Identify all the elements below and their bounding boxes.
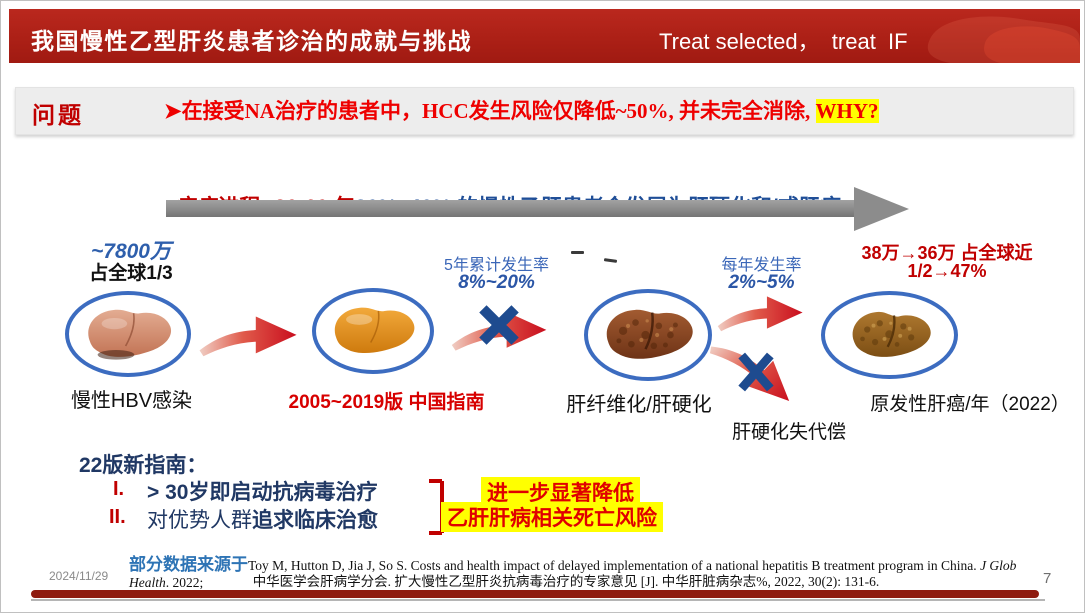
cancer-liver-image <box>852 311 931 357</box>
problem-statement: ➤在接受NA治疗的患者中，HCC发生风险仅降低~50%, 并未完全消除, WHY… <box>164 95 879 125</box>
healthy-liver-image <box>88 309 172 360</box>
dash-artifact <box>603 258 618 263</box>
node-guideline-caption: 2005~2019版 中国指南 <box>288 392 485 413</box>
cirrhotic-liver-image <box>606 309 693 359</box>
timeline-arrow-body <box>166 200 856 217</box>
guideline-item-1-text: > 30岁即启动抗病毒治疗 <box>147 481 378 504</box>
node-cirrhosis <box>584 289 712 381</box>
benefit-highlight-line2: 乙肝肝病相关死亡风险 <box>441 502 663 532</box>
five-year-rate-label: 5年累计发生率 <box>444 257 549 274</box>
slide-title: 我国慢性乙型肝炎患者诊治的成就与挑战 <box>31 28 472 54</box>
fatty-liver-image <box>334 307 415 354</box>
cancer-global-share: 1/2→47% <box>907 261 987 281</box>
hbv-global-share: 占全球1/3 <box>89 263 173 284</box>
header-subtitle: Treat selected， treat IF <box>659 29 908 54</box>
guideline-item-2-prefix: 对优势人群 <box>147 509 252 532</box>
x-mark-icon <box>479 305 519 345</box>
guideline-item-2-number: II. <box>109 506 126 528</box>
node-liver-cancer <box>821 291 958 379</box>
x-mark-icon <box>738 352 774 392</box>
page-number: 7 <box>1043 570 1052 587</box>
problem-bar: 问题 ➤在接受NA治疗的患者中，HCC发生风险仅降低~50%, 并未完全消除, … <box>15 87 1074 135</box>
guideline-item-2: 对优势人群追求临床治愈 <box>147 504 378 534</box>
problem-label: 问题 <box>32 102 84 128</box>
node-cirrhosis-caption: 肝纤维化/肝硬化 <box>566 394 712 416</box>
citation1-journal: J Glob Health <box>129 558 1017 590</box>
citation-line-2: 中华医学会肝病学分会. 扩大慢性乙型肝炎抗病毒治疗的专家意见 [J]. 中华肝脏… <box>252 574 880 589</box>
blocked-transition-decompensation <box>700 332 820 426</box>
decompensation-caption: 肝硬化失代偿 <box>731 422 846 443</box>
slide-header: 我国慢性乙型肝炎患者诊治的成就与挑战 Treat selected， treat… <box>9 9 1080 63</box>
header-liver-art-icon <box>927 16 1080 63</box>
citation1-tail: . 2022; <box>165 575 204 590</box>
node-cancer-caption: 原发性肝癌/年（2022） <box>870 394 1070 415</box>
annual-rate-label: 每年发生率 <box>721 257 802 274</box>
node-chronic-hbv <box>65 291 191 377</box>
arrow-bullet-icon: ➤ <box>164 99 182 123</box>
footer-divider <box>31 599 1045 601</box>
timeline-arrow-head-icon <box>854 187 909 231</box>
guideline-item-1: > 30岁即启动抗病毒治疗 <box>147 476 377 506</box>
problem-text: 在接受NA治疗的患者中，HCC发生风险仅降低~50%, 并未完全消除, <box>181 99 816 123</box>
five-year-rate-value: 8%~20% <box>458 272 535 293</box>
source-label: 部分数据来源于 <box>129 555 248 574</box>
annual-rate-value: 2%~5% <box>728 272 795 293</box>
hbv-count-stat: ~7800万 <box>91 240 171 263</box>
red-arrow-icon <box>717 296 803 332</box>
guideline-item-2-bold: 追求临床治愈 <box>252 509 378 532</box>
slide-date: 2024/11/29 <box>49 569 109 583</box>
guideline-title: 22版新指南： <box>79 454 208 477</box>
node-guideline-era <box>312 288 434 374</box>
dash-artifact <box>571 251 584 254</box>
node-chronic-hbv-caption: 慢性HBV感染 <box>70 390 193 412</box>
citation-line-1: 部分数据来源于Toy M, Hutton D, Jia J, So S. Cos… <box>129 550 1039 591</box>
blocked-transition-2-3 <box>448 295 552 359</box>
why-highlight: WHY? <box>815 99 879 123</box>
guideline-item-1-number: I. <box>113 478 125 500</box>
red-arrow-icon <box>199 316 297 357</box>
footer-bar <box>31 590 1039 598</box>
cancer-count-stat: 38万→36万 占全球近 <box>861 243 1033 263</box>
citation1-text: Toy M, Hutton D, Jia J, So S. Costs and … <box>248 558 981 573</box>
